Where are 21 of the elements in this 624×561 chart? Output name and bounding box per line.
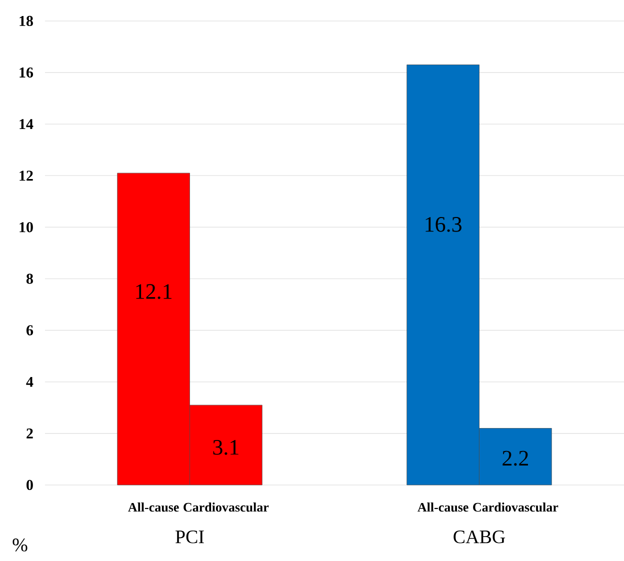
y-tick-label: 2 [26, 428, 33, 438]
y-tick-label: 0 [26, 480, 33, 490]
y-tick-label: 4 [26, 376, 34, 387]
x-tick-label: Cardiovascular [184, 502, 269, 512]
data-label: 3.1 [213, 440, 238, 455]
data-label: 16.3 [426, 217, 462, 232]
y-tick-label: 6 [26, 325, 34, 336]
x-tick-label: Cardiovascular [473, 502, 558, 512]
x-tick-label: All-cause [128, 502, 179, 512]
y-tick-label: 12 [20, 170, 33, 181]
y-tick-label: 14 [20, 119, 34, 130]
y-tick-label: 18 [20, 16, 33, 26]
data-label: 12.1 [136, 284, 172, 300]
text: CABG [454, 530, 506, 544]
y-axis-title: % [12, 538, 28, 552]
data-label: 2.2 [502, 450, 528, 466]
y-tick-label: 10 [20, 222, 33, 232]
y-tick-label: 16 [20, 68, 34, 78]
text: PCI [176, 530, 204, 544]
y-tick-label: 8 [26, 274, 33, 284]
x-tick-label: All-cause [418, 502, 468, 512]
